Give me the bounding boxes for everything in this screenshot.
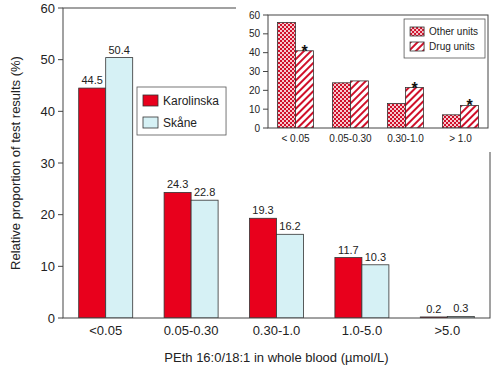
bar	[79, 88, 106, 318]
bar	[362, 265, 389, 318]
x-tick-label: 1.0-5.0	[342, 323, 382, 338]
legend: Other units Drug units	[404, 19, 485, 58]
y-tick	[58, 163, 63, 164]
y-tick	[58, 111, 63, 112]
bar	[277, 234, 304, 318]
y-tick	[263, 71, 268, 72]
y-tick-label: 20	[41, 207, 55, 222]
legend-box	[404, 19, 485, 58]
y-tick	[263, 128, 268, 129]
bar	[335, 258, 362, 318]
data-label: 22.8	[194, 186, 215, 198]
inset-background	[236, 2, 496, 152]
y-tick-label: 10	[249, 104, 261, 115]
data-label: 19.3	[252, 204, 273, 216]
y-axis-label: Relative proportion of test results (%)	[8, 56, 23, 270]
y-tick	[58, 214, 63, 215]
legend-swatch	[410, 27, 424, 36]
legend: Karolinska Skåne	[137, 87, 226, 135]
y-tick	[58, 59, 63, 60]
legend-label: Skåne	[163, 116, 197, 130]
y-tick-label: 10	[41, 259, 55, 274]
bar	[333, 83, 351, 128]
y-tick	[263, 90, 268, 91]
bar	[250, 218, 277, 318]
y-tick-label: 0	[254, 123, 260, 134]
chart-root: 0 10 20 30 40 50 60 <0.05 0.05-0.30 0.30-1.0 1.0-5…	[0, 0, 500, 369]
y-tick-label: 60	[41, 1, 55, 16]
y-tick	[58, 8, 63, 9]
x-tick-label: 0.05-0.30	[164, 323, 219, 338]
x-tick-label: > 1.0	[449, 133, 472, 144]
data-label: 0.2	[426, 303, 441, 315]
x-tick-label: 0.05-0.30	[329, 133, 372, 144]
data-label: 10.3	[365, 251, 386, 263]
legend-box	[137, 87, 226, 135]
y-tick-label: 20	[249, 85, 261, 96]
y-tick-label: 50	[41, 52, 55, 67]
bar	[443, 115, 461, 128]
data-label: 11.7	[338, 244, 359, 256]
y-tick	[263, 109, 268, 110]
chart-1: 0 10 20 30 40 50 60 < 0.05 0.05-0.30 0.30-1.0 > 1.…	[236, 2, 496, 152]
legend-label: Drug units	[429, 41, 475, 52]
plot-frame	[268, 15, 488, 128]
legend-label: Other units	[429, 26, 478, 37]
annotation: *	[466, 97, 473, 114]
y-tick	[58, 318, 63, 319]
bar	[191, 200, 218, 318]
y-tick-label: 30	[41, 156, 55, 171]
x-tick-label: <0.05	[89, 323, 122, 338]
legend-swatch	[143, 95, 158, 106]
data-label: 50.4	[108, 44, 129, 56]
legend-label: Karolinska	[163, 94, 219, 108]
y-tick	[263, 33, 268, 34]
y-tick	[263, 15, 268, 16]
data-label: 16.2	[279, 220, 300, 232]
chart-0: 0 10 20 30 40 50 60 <0.05 0.05-0.30 0.30-1.0 1.0-5…	[8, 1, 490, 365]
bar	[296, 51, 314, 128]
x-tick-label: 0.30-1.0	[387, 133, 424, 144]
y-tick-label: 50	[249, 28, 261, 39]
y-tick	[263, 52, 268, 53]
bar	[278, 23, 296, 128]
data-label: 44.5	[81, 74, 102, 86]
legend-swatch	[410, 42, 424, 51]
annotation: *	[301, 43, 308, 60]
data-label: 0.3	[453, 302, 468, 314]
x-tick-label: >5.0	[434, 323, 460, 338]
data-label: 24.3	[167, 178, 188, 190]
y-tick-label: 30	[249, 66, 261, 77]
bar	[164, 192, 191, 318]
bar	[351, 81, 369, 128]
y-tick-label: 40	[249, 47, 261, 58]
y-tick	[58, 266, 63, 267]
y-tick-label: 60	[249, 10, 261, 21]
annotation: *	[411, 80, 418, 97]
x-axis-label: PEth 16:0/18:1 in whole blood (µmol/L)	[164, 350, 388, 365]
x-tick-label: 0.30-1.0	[253, 323, 301, 338]
legend-swatch	[143, 117, 158, 128]
x-tick-label: < 0.05	[281, 133, 310, 144]
y-tick-label: 0	[48, 311, 55, 326]
y-tick-label: 40	[41, 104, 55, 119]
bar	[106, 58, 133, 318]
bar	[388, 104, 406, 128]
